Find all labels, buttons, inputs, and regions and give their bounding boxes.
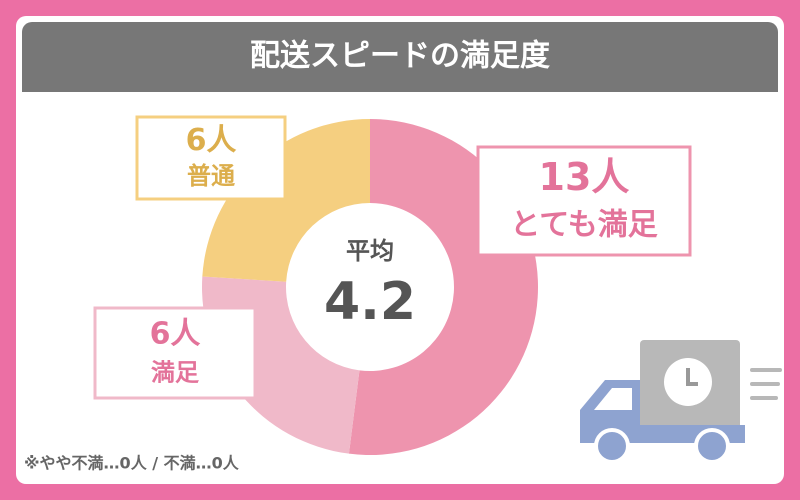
- truck-wheel: [694, 428, 730, 464]
- center-label: 平均: [346, 237, 394, 265]
- value-label: 6人: [186, 123, 237, 158]
- center-value: 4.2: [324, 272, 416, 332]
- truck-wheel: [594, 428, 630, 464]
- speed-lines: [750, 368, 782, 400]
- label-box: [135, 115, 287, 201]
- footnote: ※やや不満…0人 / 不満…0人: [24, 454, 240, 473]
- label-box: [93, 306, 257, 400]
- truck-icon: [580, 340, 782, 464]
- category-label: 満足: [151, 359, 199, 387]
- label-box: [476, 145, 692, 257]
- chart-title: 配送スピードの満足度: [250, 39, 550, 74]
- value-label: 6人: [150, 317, 201, 352]
- clock-hands: [686, 368, 698, 386]
- title-bar: [22, 22, 778, 92]
- category-label: 普通: [187, 162, 235, 190]
- truck-window: [594, 388, 632, 410]
- value-label: 13人: [539, 155, 630, 199]
- category-label: とても満足: [510, 207, 658, 242]
